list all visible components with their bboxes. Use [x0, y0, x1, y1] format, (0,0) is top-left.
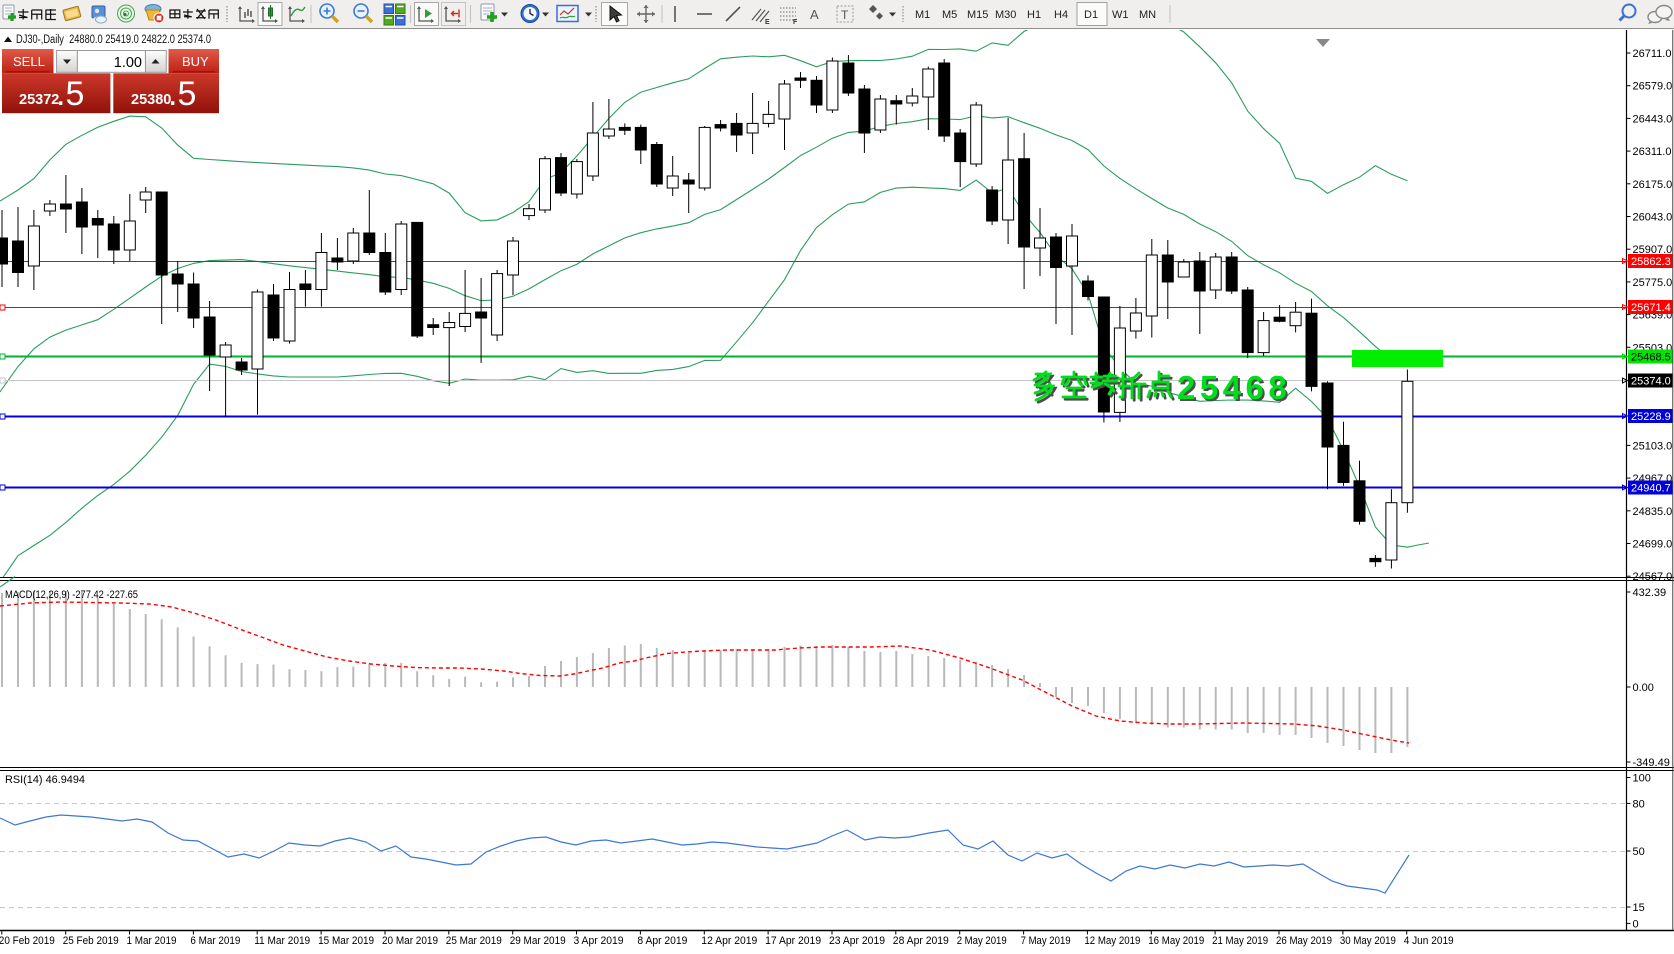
svg-text:25 Feb 2019: 25 Feb 2019 — [63, 935, 119, 947]
svg-text:12 Apr 2019: 12 Apr 2019 — [701, 935, 757, 947]
svg-text:26311.0: 26311.0 — [1633, 146, 1672, 158]
svg-text:25907.0: 25907.0 — [1633, 244, 1673, 256]
svg-text:25775.0: 25775.0 — [1633, 277, 1673, 289]
svg-text:M30: M30 — [995, 9, 1016, 21]
svg-text:D1: D1 — [1084, 9, 1098, 21]
svg-text:2 May 2019: 2 May 2019 — [957, 935, 1007, 947]
svg-text:26043.0: 26043.0 — [1633, 212, 1673, 224]
svg-text:29 Mar 2019: 29 Mar 2019 — [510, 935, 566, 947]
svg-text:.5: .5 — [56, 75, 84, 113]
svg-text:25468: 25468 — [1177, 369, 1291, 406]
svg-text:25671.4: 25671.4 — [1631, 302, 1671, 314]
svg-text:11 Mar 2019: 11 Mar 2019 — [254, 935, 310, 947]
svg-text:-349.49: -349.49 — [1633, 757, 1670, 769]
svg-text:25468: 25468 — [1179, 371, 1293, 408]
svg-text:26443.0: 26443.0 — [1633, 113, 1673, 125]
svg-text:W1: W1 — [1112, 9, 1129, 21]
svg-text:BUY: BUY — [182, 54, 209, 69]
svg-text:1 Mar 2019: 1 Mar 2019 — [127, 935, 177, 947]
svg-text:F: F — [793, 19, 798, 26]
svg-text:15 Mar 2019: 15 Mar 2019 — [318, 935, 374, 947]
svg-text:8 Apr 2019: 8 Apr 2019 — [637, 935, 687, 947]
svg-text:E: E — [765, 19, 770, 26]
svg-text:20 Feb 2019: 20 Feb 2019 — [0, 935, 55, 947]
svg-text:24567.0: 24567.0 — [1633, 571, 1673, 583]
svg-text:28 Apr 2019: 28 Apr 2019 — [893, 935, 949, 947]
svg-text:24699.0: 24699.0 — [1633, 539, 1673, 551]
svg-text:H4: H4 — [1054, 9, 1068, 21]
svg-text:17 Apr 2019: 17 Apr 2019 — [765, 935, 821, 947]
svg-text:20 Mar 2019: 20 Mar 2019 — [382, 935, 438, 947]
svg-text:25228.9: 25228.9 — [1631, 411, 1671, 423]
svg-text:6 Mar 2019: 6 Mar 2019 — [190, 935, 240, 947]
svg-text:80: 80 — [1633, 798, 1645, 810]
svg-text:25862.3: 25862.3 — [1631, 256, 1671, 268]
svg-text:26711.0: 26711.0 — [1633, 48, 1672, 60]
svg-text:M15: M15 — [967, 9, 988, 21]
svg-text:24835.0: 24835.0 — [1633, 506, 1673, 518]
svg-text:3 Apr 2019: 3 Apr 2019 — [574, 935, 624, 947]
svg-text:M5: M5 — [942, 9, 957, 21]
svg-text:21 May 2019: 21 May 2019 — [1212, 935, 1268, 947]
svg-text:23 Apr 2019: 23 Apr 2019 — [829, 935, 885, 947]
svg-text:7 May 2019: 7 May 2019 — [1021, 935, 1071, 947]
svg-text:MACD(12,26,9) -277.42 -227.65: MACD(12,26,9) -277.42 -227.65 — [5, 589, 138, 601]
svg-text:15: 15 — [1633, 902, 1645, 914]
svg-text:26579.0: 26579.0 — [1633, 81, 1673, 93]
svg-text:25380: 25380 — [131, 92, 171, 108]
svg-text:0: 0 — [1633, 918, 1639, 930]
svg-text:16 May 2019: 16 May 2019 — [1148, 935, 1204, 947]
svg-text:25374.0: 25374.0 — [1631, 376, 1671, 388]
svg-text:50: 50 — [1633, 846, 1645, 858]
svg-text:4 Jun 2019: 4 Jun 2019 — [1404, 935, 1454, 947]
svg-text:26175.0: 26175.0 — [1633, 179, 1673, 191]
svg-text:.5: .5 — [168, 75, 196, 113]
svg-text:RSI(14) 46.9494: RSI(14) 46.9494 — [5, 774, 85, 786]
svg-text:0.00: 0.00 — [1633, 682, 1654, 694]
svg-text:MN: MN — [1139, 9, 1156, 21]
svg-text:T: T — [841, 8, 849, 22]
svg-text:M1: M1 — [915, 9, 930, 21]
svg-text:12 May 2019: 12 May 2019 — [1084, 935, 1140, 947]
svg-text:100: 100 — [1633, 773, 1651, 785]
svg-text:30 May 2019: 30 May 2019 — [1340, 935, 1396, 947]
svg-text:26 May 2019: 26 May 2019 — [1276, 935, 1332, 947]
svg-text:SELL: SELL — [13, 54, 45, 69]
svg-text:432.39: 432.39 — [1633, 587, 1667, 599]
svg-text:H1: H1 — [1027, 9, 1041, 21]
svg-text:1.00: 1.00 — [114, 55, 142, 71]
svg-text:24940.7: 24940.7 — [1631, 483, 1671, 495]
svg-text:25 Mar 2019: 25 Mar 2019 — [446, 935, 502, 947]
svg-text:25372: 25372 — [19, 92, 59, 108]
svg-text:A: A — [810, 7, 819, 22]
svg-text:25103.0: 25103.0 — [1633, 440, 1673, 452]
svg-text:25468.5: 25468.5 — [1631, 352, 1671, 364]
svg-text:DJ30-,Daily 24880.0 25419.0 2: DJ30-,Daily 24880.0 25419.0 24822.0 2537… — [16, 34, 211, 46]
